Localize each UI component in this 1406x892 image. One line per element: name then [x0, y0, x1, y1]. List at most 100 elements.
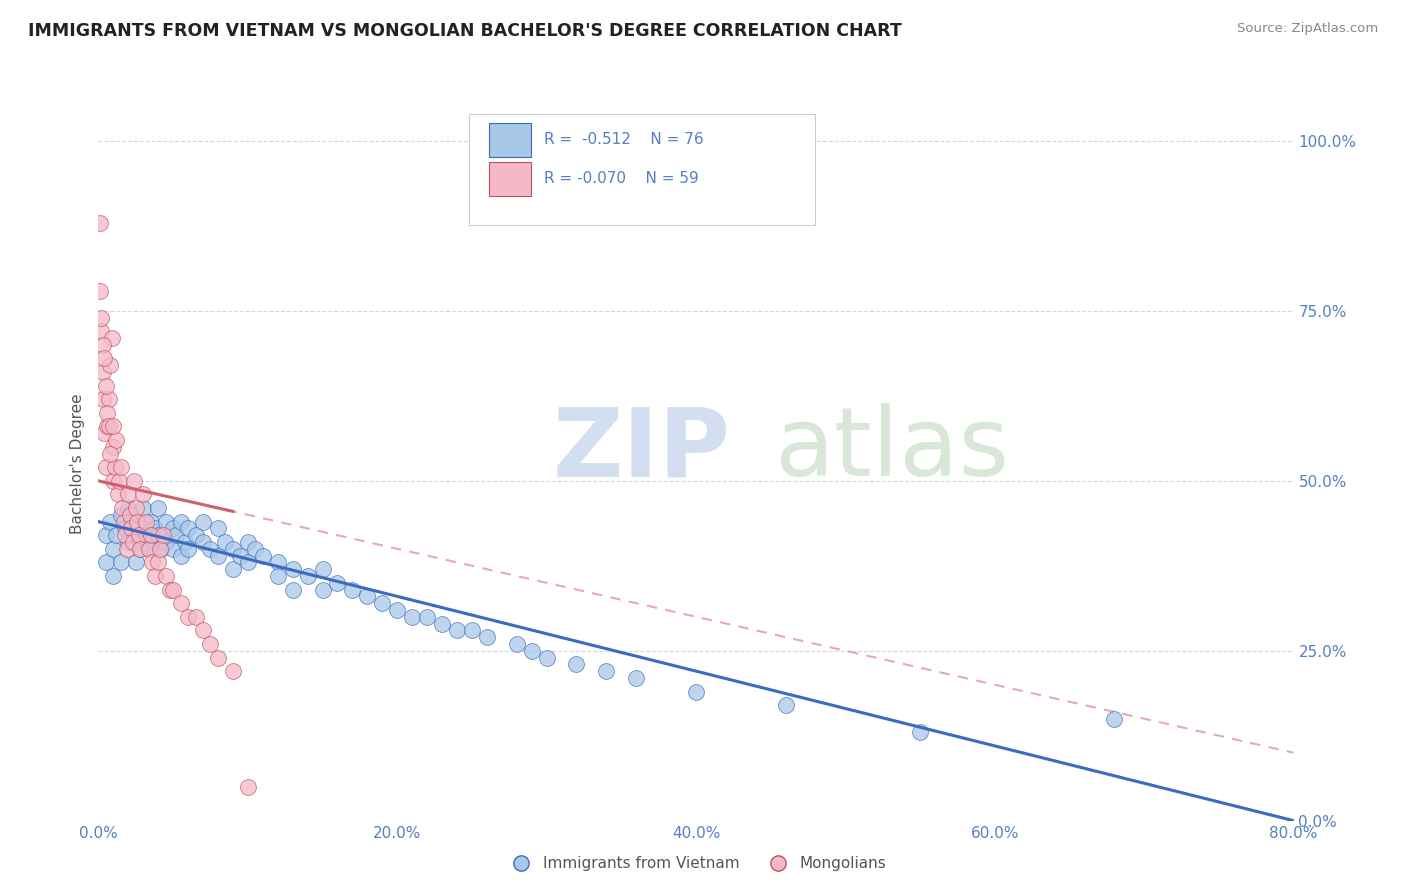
- Point: [416, 609, 439, 624]
- Point: [125, 528, 148, 542]
- Point: [155, 515, 177, 529]
- Point: [159, 582, 181, 597]
- Legend: Immigrants from Vietnam, Mongolians: Immigrants from Vietnam, Mongolians: [501, 850, 891, 877]
- Point: [155, 535, 177, 549]
- Text: Source: ZipAtlas.com: Source: ZipAtlas.com: [1237, 22, 1378, 36]
- Point: [132, 501, 155, 516]
- Point: [103, 569, 125, 583]
- Point: [125, 501, 148, 516]
- Point: [385, 603, 409, 617]
- FancyBboxPatch shape: [470, 114, 815, 225]
- Point: [165, 528, 187, 542]
- Point: [118, 508, 141, 522]
- Point: [177, 541, 200, 556]
- Point: [94, 460, 117, 475]
- Point: [114, 521, 136, 535]
- Point: [120, 521, 142, 535]
- Point: [103, 440, 125, 454]
- Point: [91, 365, 114, 379]
- Point: [401, 609, 423, 624]
- Point: [115, 541, 138, 556]
- Text: R = -0.070    N = 59: R = -0.070 N = 59: [544, 171, 699, 186]
- Point: [506, 637, 529, 651]
- Point: [184, 609, 207, 624]
- Point: [127, 515, 149, 529]
- Bar: [489, 162, 531, 196]
- Point: [135, 535, 157, 549]
- Point: [236, 780, 259, 794]
- Point: [132, 487, 155, 501]
- Point: [129, 541, 152, 556]
- Point: [536, 650, 558, 665]
- Point: [138, 541, 160, 556]
- Point: [141, 555, 163, 569]
- Point: [565, 657, 588, 672]
- Point: [342, 582, 364, 597]
- Point: [112, 515, 135, 529]
- Point: [143, 521, 166, 535]
- Point: [245, 541, 267, 556]
- Point: [162, 541, 184, 556]
- Point: [103, 419, 125, 434]
- Point: [105, 528, 128, 542]
- Point: [191, 515, 214, 529]
- Point: [148, 555, 170, 569]
- Point: [105, 433, 128, 447]
- Point: [100, 447, 122, 461]
- Point: [311, 582, 333, 597]
- Text: ZIP: ZIP: [553, 403, 731, 496]
- Point: [236, 555, 259, 569]
- Point: [129, 541, 152, 556]
- Point: [207, 650, 229, 665]
- Point: [93, 426, 115, 441]
- Point: [103, 541, 125, 556]
- Point: [430, 616, 453, 631]
- Point: [117, 535, 139, 549]
- Point: [90, 310, 112, 325]
- Point: [100, 359, 122, 373]
- Point: [297, 569, 319, 583]
- Point: [94, 528, 117, 542]
- Point: [356, 590, 378, 604]
- Point: [117, 501, 139, 516]
- Point: [229, 549, 252, 563]
- Point: [139, 528, 162, 542]
- Point: [1104, 712, 1126, 726]
- Point: [191, 624, 214, 638]
- Point: [200, 541, 222, 556]
- Point: [114, 528, 136, 542]
- Point: [103, 474, 125, 488]
- Point: [207, 549, 229, 563]
- Point: [174, 535, 197, 549]
- Point: [200, 637, 222, 651]
- Point: [110, 555, 132, 569]
- Point: [96, 419, 118, 434]
- Point: [626, 671, 648, 685]
- Point: [124, 474, 146, 488]
- Point: [267, 569, 290, 583]
- Point: [281, 582, 304, 597]
- Point: [148, 528, 170, 542]
- Bar: [489, 123, 531, 157]
- Text: R =  -0.512    N = 76: R = -0.512 N = 76: [544, 132, 704, 146]
- Point: [908, 725, 931, 739]
- Point: [214, 535, 236, 549]
- Point: [311, 562, 333, 576]
- Point: [90, 324, 112, 338]
- Point: [222, 541, 245, 556]
- Point: [520, 644, 543, 658]
- Point: [155, 569, 177, 583]
- Point: [97, 419, 120, 434]
- Point: [143, 569, 166, 583]
- Point: [139, 515, 162, 529]
- Point: [177, 521, 200, 535]
- Point: [461, 624, 484, 638]
- Point: [104, 460, 127, 475]
- Point: [93, 351, 115, 366]
- Point: [101, 331, 124, 345]
- Y-axis label: Bachelor's Degree: Bachelor's Degree: [70, 393, 86, 534]
- Point: [326, 575, 349, 590]
- Point: [371, 596, 394, 610]
- Point: [252, 549, 274, 563]
- Point: [169, 515, 191, 529]
